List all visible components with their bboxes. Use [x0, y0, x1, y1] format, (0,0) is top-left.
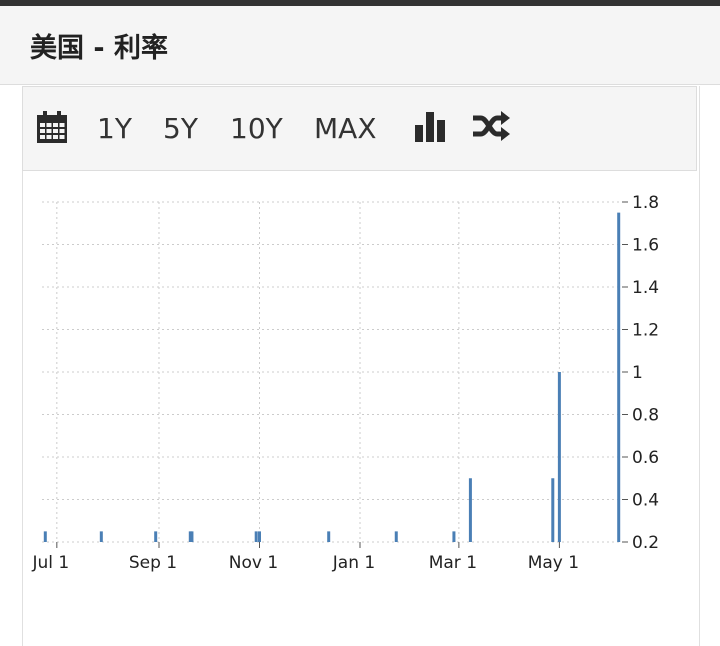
rate-bar	[190, 531, 194, 542]
shuffle-icon[interactable]	[472, 111, 510, 141]
range-1y-button[interactable]: 1Y	[97, 112, 132, 145]
rate-bar	[452, 531, 456, 542]
chart-grid	[42, 201, 622, 543]
chart-toolbar: 1Y 5Y 10Y MAX	[22, 86, 697, 171]
chart-bars	[43, 212, 621, 542]
rate-bar	[154, 531, 158, 542]
chart-panel	[22, 86, 700, 646]
x-tick-label: Jul 1	[31, 553, 69, 573]
rate-bar	[188, 531, 192, 542]
rate-bar	[394, 531, 398, 542]
x-tick-label: May 1	[528, 553, 579, 573]
rate-bar	[254, 531, 258, 542]
top-strip	[0, 0, 720, 6]
y-tick-label: 1.2	[632, 321, 659, 341]
page-title: 美国 - 利率	[30, 33, 169, 64]
rate-bar	[258, 531, 261, 542]
header: 美国 - 利率	[0, 6, 720, 85]
range-5y-button[interactable]: 5Y	[163, 112, 198, 145]
rate-bar	[43, 531, 47, 542]
y-tick-label: 0.6	[632, 448, 659, 468]
y-tick-label: 1.6	[632, 236, 659, 256]
x-tick-label: Jan 1	[332, 553, 375, 573]
y-axis: 1.8 1.6 1.4 1.2 1 0.8 0.6 0.4 0.2	[622, 193, 659, 553]
x-tick-label: Nov 1	[229, 553, 278, 573]
y-tick-label: 1.8	[632, 193, 659, 213]
range-max-button[interactable]: MAX	[314, 112, 377, 145]
rate-bar	[327, 531, 331, 542]
y-tick-label: 1	[632, 363, 643, 383]
rate-bar	[551, 478, 555, 542]
y-tick-label: 0.4	[632, 491, 659, 511]
x-tick-label: Sep 1	[129, 553, 177, 573]
y-tick-label: 0.2	[632, 533, 659, 553]
rate-bar	[99, 531, 103, 542]
y-tick-label: 1.4	[632, 278, 659, 298]
x-tick-label: Mar 1	[429, 553, 477, 573]
calendar-icon[interactable]	[36, 110, 68, 144]
bar-chart-icon[interactable]	[414, 111, 446, 143]
rate-chart: 1.8 1.6 1.4 1.2 1 0.8 0.6 0.4 0.2 Jul 1 Sep 1 Nov …	[31, 193, 659, 573]
y-tick-label: 0.8	[632, 406, 659, 426]
rate-bar	[617, 212, 621, 542]
x-axis: Jul 1 Sep 1 Nov 1 Jan 1 Mar 1 May 1	[31, 542, 579, 573]
rate-bar	[557, 372, 561, 542]
range-10y-button[interactable]: 10Y	[230, 112, 283, 145]
rate-bar	[468, 478, 472, 542]
